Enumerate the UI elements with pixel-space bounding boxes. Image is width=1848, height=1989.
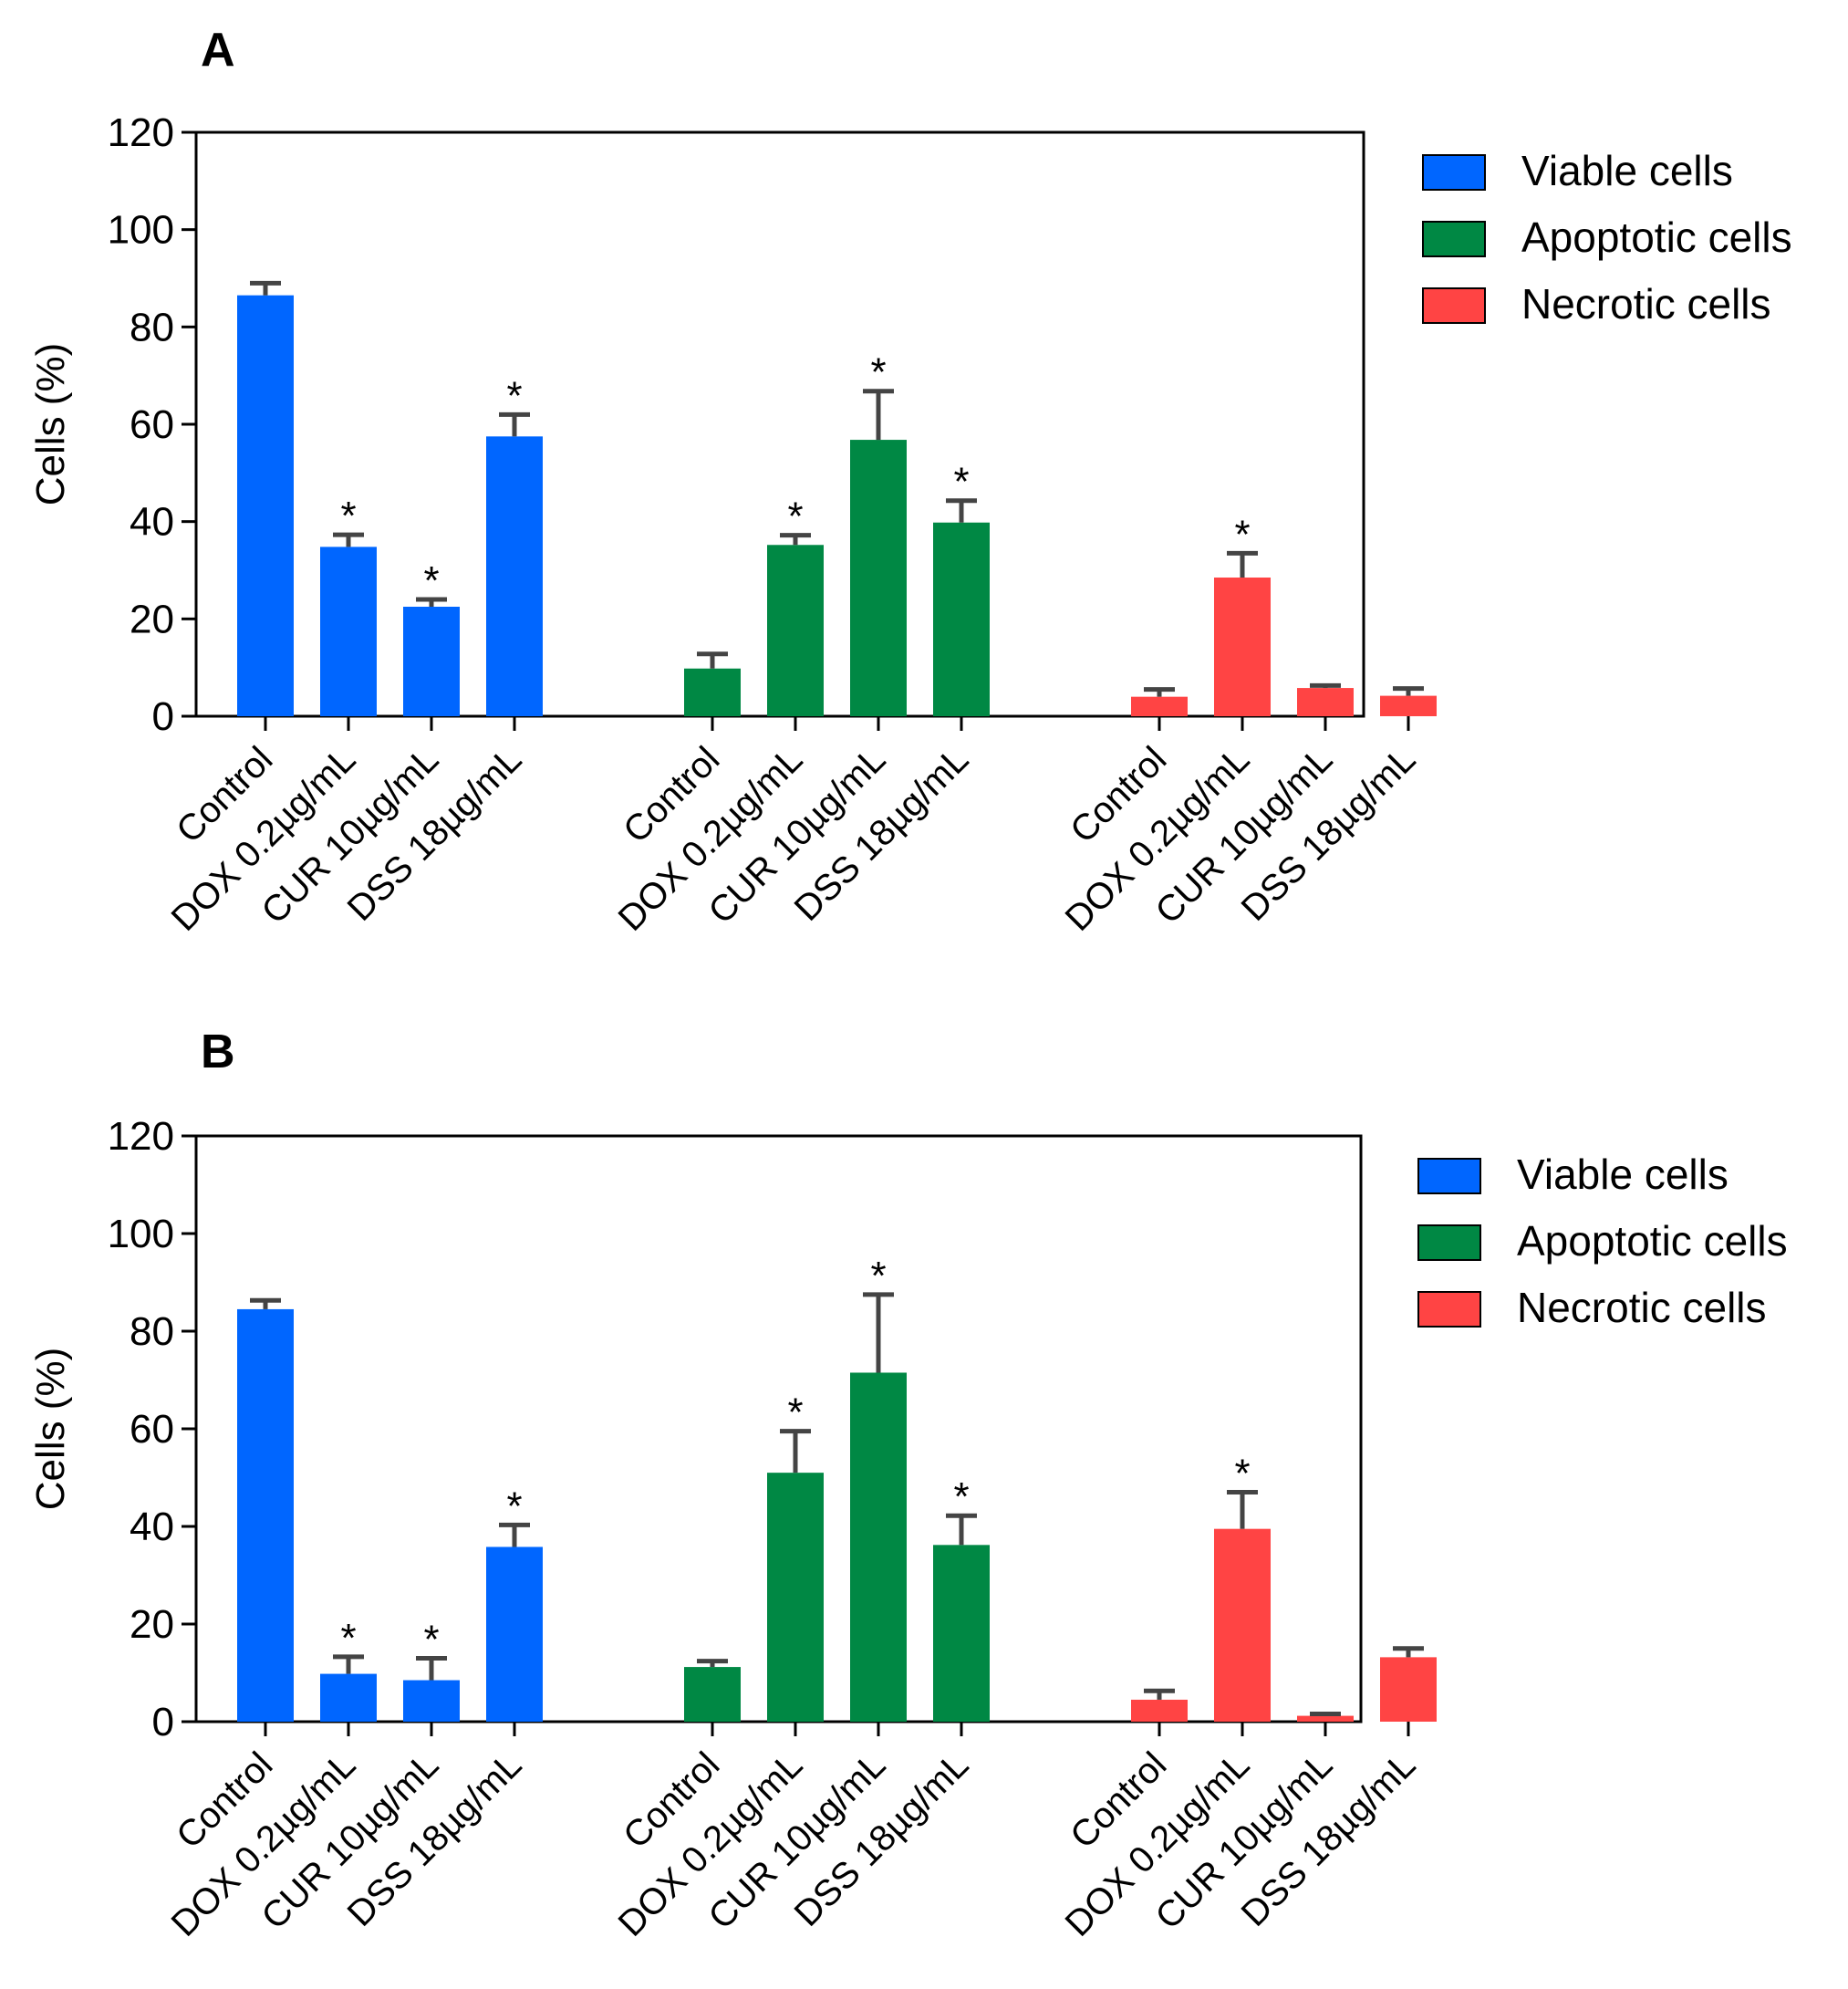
bar — [767, 545, 824, 716]
significance-star: * — [1234, 512, 1250, 557]
bar — [1380, 695, 1437, 716]
y-tick-label: 40 — [130, 500, 174, 545]
significance-star: * — [340, 494, 356, 538]
y-tick-label: 20 — [130, 597, 174, 641]
significance-star: * — [1234, 1452, 1250, 1496]
y-tick-label: 40 — [130, 1505, 174, 1549]
bar — [684, 668, 741, 716]
bar — [1214, 1528, 1271, 1722]
y-tick-label: 120 — [108, 1114, 174, 1159]
y-tick-label: 80 — [130, 1309, 174, 1354]
y-tick-label: 0 — [152, 694, 174, 739]
bar — [403, 1680, 460, 1722]
bar — [933, 1545, 990, 1722]
significance-star: * — [870, 350, 886, 395]
significance-star: * — [506, 373, 522, 418]
y-tick-label: 120 — [108, 110, 174, 155]
significance-star: * — [953, 460, 969, 505]
legend-swatch — [1417, 1224, 1481, 1261]
bar — [1297, 1715, 1354, 1722]
significance-star: * — [423, 558, 439, 603]
significance-star: * — [340, 1616, 356, 1661]
panel-label: B — [201, 1026, 235, 1078]
legend-label: Viable cells — [1521, 147, 1733, 194]
panel-label: A — [201, 24, 235, 77]
y-tick-label: 0 — [152, 1700, 174, 1744]
bar — [320, 1673, 377, 1722]
bar — [684, 1667, 741, 1722]
bar — [237, 1308, 294, 1722]
significance-star: * — [787, 1390, 803, 1435]
y-tick-label: 60 — [130, 402, 174, 447]
legend-swatch — [1422, 154, 1486, 191]
bar — [767, 1473, 824, 1722]
bar — [1131, 1699, 1188, 1722]
legend-label: Apoptotic cells — [1521, 213, 1792, 261]
y-axis-label: Cells (%) — [28, 343, 73, 505]
significance-star: * — [870, 1254, 886, 1298]
bar — [933, 522, 990, 716]
legend-swatch — [1417, 1291, 1481, 1328]
bar — [1131, 696, 1188, 716]
legend-swatch — [1422, 221, 1486, 257]
significance-star: * — [423, 1617, 439, 1661]
bar — [1214, 578, 1271, 716]
significance-star: * — [787, 495, 803, 539]
legend-swatch — [1417, 1158, 1481, 1194]
legend-swatch — [1422, 287, 1486, 324]
bar — [403, 607, 460, 716]
y-tick-label: 20 — [130, 1602, 174, 1647]
bar — [1380, 1657, 1437, 1722]
legend-label: Apoptotic cells — [1517, 1217, 1788, 1265]
bar — [320, 547, 377, 716]
y-tick-label: 100 — [108, 1212, 174, 1256]
legend-label: Viable cells — [1517, 1151, 1729, 1198]
significance-star: * — [506, 1484, 522, 1528]
bar — [850, 1372, 907, 1722]
bar — [237, 295, 294, 716]
bar — [486, 1546, 543, 1722]
bar — [1297, 688, 1354, 716]
y-tick-label: 100 — [108, 208, 174, 253]
bar — [486, 436, 543, 716]
legend-label: Necrotic cells — [1521, 280, 1771, 328]
legend-label: Necrotic cells — [1517, 1284, 1767, 1331]
significance-star: * — [953, 1474, 969, 1519]
y-tick-label: 80 — [130, 305, 174, 349]
y-axis-label: Cells (%) — [28, 1348, 73, 1510]
bar — [850, 440, 907, 716]
y-tick-label: 60 — [130, 1407, 174, 1452]
